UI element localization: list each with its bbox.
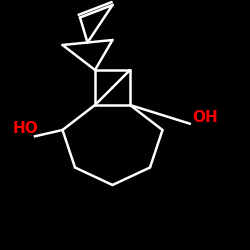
Text: HO: HO — [12, 121, 38, 136]
Text: OH: OH — [192, 110, 218, 125]
